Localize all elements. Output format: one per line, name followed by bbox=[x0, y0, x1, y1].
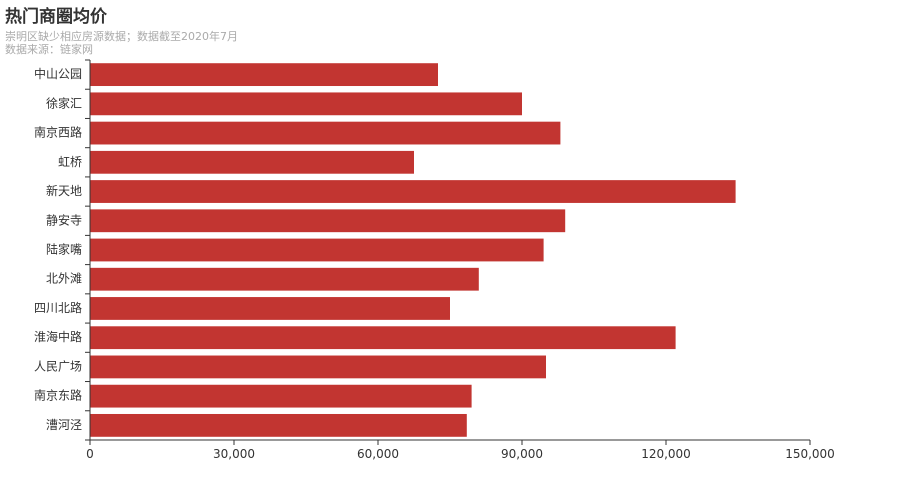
y-tick-label-12: 南京东路 bbox=[34, 388, 82, 403]
x-tick-label-1: 30,000 bbox=[213, 447, 255, 461]
chart-title: 热门商圈均价 bbox=[5, 7, 107, 27]
x-tick-label-5: 150,000 bbox=[785, 447, 835, 461]
chart-subtitle: 崇明区缺少相应房源数据；数据截至2020年7月 数据来源：链家网 bbox=[5, 30, 238, 56]
subtitle-line-2: 数据来源：链家网 bbox=[5, 43, 93, 56]
y-tick-label-4: 虹桥 bbox=[58, 155, 82, 169]
bar-11 bbox=[90, 355, 546, 379]
bar-3 bbox=[90, 121, 561, 145]
x-tick-label-4: 120,000 bbox=[641, 447, 691, 461]
bar-1 bbox=[90, 63, 438, 87]
bar-6 bbox=[90, 209, 566, 233]
bar-8 bbox=[90, 267, 479, 291]
x-tick-label-3: 90,000 bbox=[501, 447, 543, 461]
bar-5 bbox=[90, 180, 736, 203]
bar-10 bbox=[90, 326, 676, 350]
subtitle-line-1: 崇明区缺少相应房源数据；数据截至2020年7月 bbox=[5, 30, 238, 43]
bar-12 bbox=[90, 384, 472, 408]
y-tick-label-9: 四川北路 bbox=[34, 300, 82, 315]
y-tick-label-10: 淮海中路 bbox=[34, 329, 82, 344]
bar-7 bbox=[90, 238, 544, 262]
y-tick-label-8: 北外滩 bbox=[46, 272, 82, 286]
bar-2 bbox=[90, 92, 522, 116]
y-tick-label-2: 徐家汇 bbox=[46, 95, 82, 110]
y-tick-label-6: 静安寺 bbox=[46, 212, 82, 227]
bar-9 bbox=[90, 297, 450, 320]
y-tick-label-1: 中山公园 bbox=[34, 66, 82, 81]
x-tick-label-0: 0 bbox=[86, 447, 94, 461]
x-tick-label-2: 60,000 bbox=[357, 447, 399, 461]
y-tick-label-7: 陆家嘴 bbox=[46, 242, 82, 257]
bar-13 bbox=[90, 413, 467, 437]
bar-4 bbox=[90, 150, 414, 174]
y-tick-label-3: 南京西路 bbox=[34, 125, 82, 140]
y-tick-label-13: 漕河泾 bbox=[46, 418, 82, 432]
y-tick-label-5: 新天地 bbox=[46, 183, 82, 198]
y-tick-label-11: 人民广场 bbox=[34, 359, 82, 373]
